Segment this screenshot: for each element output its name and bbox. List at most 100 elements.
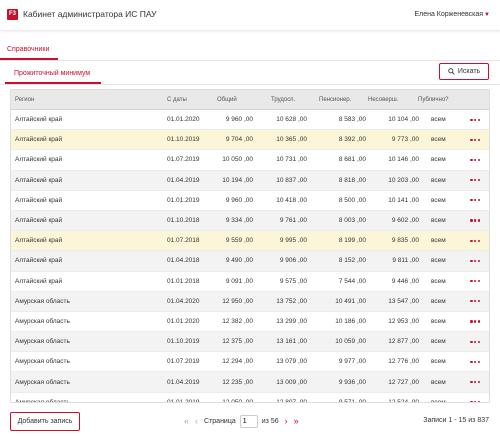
table-row[interactable]: Алтайский край 01.10.2018 9 334 ,00 9 761 ,… [11, 210, 489, 232]
more-dots-icon[interactable] [470, 211, 480, 230]
column-header-working[interactable]: Трудосп. [271, 96, 296, 103]
cell-region: Амурская область [15, 317, 70, 325]
page-count: из 56 [261, 417, 279, 425]
cell-public: всем [431, 358, 446, 366]
more-dots-icon[interactable] [470, 130, 480, 149]
column-header-date[interactable]: С даты [167, 96, 187, 103]
cell-region: Алтайский край [15, 217, 63, 225]
page-input[interactable] [239, 414, 258, 428]
cell-working: 9 575 ,00 [279, 277, 307, 285]
prev-page-icon[interactable]: ‹ [195, 416, 199, 426]
divider [0, 84, 500, 85]
more-dots-icon[interactable] [470, 191, 480, 210]
cell-public: всем [431, 378, 446, 386]
table-row[interactable]: Амурская область 01.04.2020 12 950 ,00 13 7… [11, 291, 489, 312]
cell-pensioner: 9 977 ,00 [338, 358, 366, 366]
table-body: Алтайский край 01.01.2020 9 960 ,00 10 628 … [11, 110, 489, 403]
cell-public: всем [431, 338, 446, 346]
table-row[interactable]: Алтайский край 01.01.2018 9 091 ,00 9 575 ,… [11, 271, 489, 292]
column-header-region[interactable]: Регион [15, 96, 35, 103]
data-table: Регион С даты Общий Трудосп. Пенсионер. … [10, 89, 490, 403]
more-dots-icon[interactable] [470, 332, 480, 351]
cell-working: 10 628 ,00 [276, 116, 307, 124]
cell-date: 01.01.2019 [167, 398, 200, 403]
cell-pensioner: 8 681 ,00 [338, 156, 366, 164]
cell-region: Алтайский край [15, 257, 63, 265]
tab-directories[interactable]: Справочники [7, 46, 50, 53]
cell-date: 01.10.2019 [167, 338, 200, 346]
column-header-pensioner[interactable]: Пенсионер. [319, 96, 352, 103]
cell-date: 01.04.2019 [167, 176, 200, 184]
cell-working: 9 995 ,00 [279, 237, 307, 245]
table-row[interactable]: Амурская область 01.04.2019 12 235 ,00 13 0… [11, 372, 489, 393]
tab-subsistence-minimum[interactable]: Прожиточный минимум [14, 70, 91, 77]
last-page-icon[interactable]: » [293, 416, 299, 426]
cell-date: 01.07.2019 [167, 358, 200, 366]
next-page-icon[interactable]: › [284, 416, 288, 426]
first-page-icon[interactable]: « [184, 416, 190, 426]
cell-working: 10 731 ,00 [276, 156, 307, 164]
cell-total: 12 235 ,00 [222, 378, 253, 386]
search-button[interactable]: Искать [439, 63, 489, 80]
more-dots-icon[interactable] [470, 231, 480, 250]
column-header-minor[interactable]: Несоверш. [368, 96, 399, 103]
more-dots-icon[interactable] [470, 372, 480, 391]
table-row[interactable]: Алтайский край 01.10.2019 9 704 ,00 10 365 … [11, 130, 489, 151]
user-menu[interactable]: Елена Корженевская▼ [414, 10, 490, 20]
table-row[interactable]: Алтайский край 01.07.2019 10 050 ,00 10 731… [11, 150, 489, 171]
add-record-button[interactable]: Добавить запись [10, 412, 80, 431]
table-row[interactable]: Амурская область 01.01.2020 12 382 ,00 13 2… [11, 311, 489, 333]
cell-total: 9 960 ,00 [225, 196, 253, 204]
table-row[interactable]: Алтайский край 01.04.2018 9 490 ,00 9 906 ,… [11, 251, 489, 272]
more-dots-icon[interactable] [470, 393, 480, 402]
more-dots-icon[interactable] [470, 110, 480, 129]
cell-minor: 13 547 ,00 [388, 297, 419, 305]
search-button-label: Искать [457, 68, 481, 75]
cell-minor: 12 776 ,00 [388, 358, 419, 366]
more-dots-icon[interactable] [470, 272, 480, 291]
app-header: F3 Кабинет администратора ИС ПАУ Елена К… [0, 0, 500, 30]
more-dots-icon[interactable] [470, 292, 480, 311]
table-row[interactable]: Алтайский край 01.01.2020 9 960 ,00 10 628 … [11, 110, 489, 131]
cell-date: 01.07.2018 [167, 237, 200, 245]
cell-public: всем [431, 277, 446, 285]
table-row[interactable]: Алтайский край 01.04.2019 10 194 ,00 10 837… [11, 170, 489, 191]
cell-total: 12 375 ,00 [222, 338, 253, 346]
table-row[interactable]: Алтайский край 01.07.2018 9 559 ,00 9 995 ,… [11, 231, 489, 252]
more-dots-icon[interactable] [470, 312, 480, 331]
more-dots-icon[interactable] [470, 251, 480, 270]
cell-date: 01.01.2020 [167, 317, 200, 325]
records-count: Записи 1 - 15 из 837 [423, 417, 489, 424]
table-row[interactable]: Амурская область 01.01.2019 12 050 ,00 12 8… [11, 392, 489, 403]
table-row[interactable]: Амурская область 01.10.2019 12 375 ,00 13 1… [11, 332, 489, 353]
cell-date: 01.10.2019 [167, 136, 200, 144]
cell-working: 13 299 ,00 [276, 317, 307, 325]
cell-date: 01.04.2018 [167, 257, 200, 265]
cell-public: всем [431, 398, 446, 403]
tab-subsistence-minimum-underline [5, 82, 101, 84]
cell-region: Амурская область [15, 297, 70, 305]
cell-minor: 10 141 ,00 [388, 196, 419, 204]
column-header-total[interactable]: Общий [217, 96, 237, 103]
cell-working: 10 418 ,00 [276, 196, 307, 204]
cell-date: 01.10.2018 [167, 217, 200, 225]
table-row[interactable]: Алтайский край 01.01.2019 9 960 ,00 10 418 … [11, 190, 489, 211]
app-logo: F3 [7, 9, 18, 20]
cell-public: всем [431, 217, 446, 225]
column-header-public[interactable]: Публично? [418, 96, 449, 103]
cell-working: 12 807 ,00 [276, 398, 307, 403]
cell-pensioner: 9 936 ,00 [338, 378, 366, 386]
cell-public: всем [431, 297, 446, 305]
cell-pensioner: 7 544 ,00 [338, 277, 366, 285]
more-dots-icon[interactable] [470, 352, 480, 371]
cell-region: Амурская область [15, 398, 70, 403]
more-dots-icon[interactable] [470, 150, 480, 169]
more-dots-icon[interactable] [470, 171, 480, 190]
cell-pensioner: 10 491 ,00 [335, 297, 366, 305]
user-name[interactable]: Елена Корженевская [414, 11, 484, 18]
caret-down-icon[interactable]: ▼ [484, 12, 490, 18]
cell-region: Алтайский край [15, 237, 63, 245]
cell-total: 10 050 ,00 [222, 156, 253, 164]
app-title: Кабинет администратора ИС ПАУ [23, 9, 157, 19]
table-row[interactable]: Амурская область 01.07.2019 12 294 ,00 13 0… [11, 352, 489, 373]
